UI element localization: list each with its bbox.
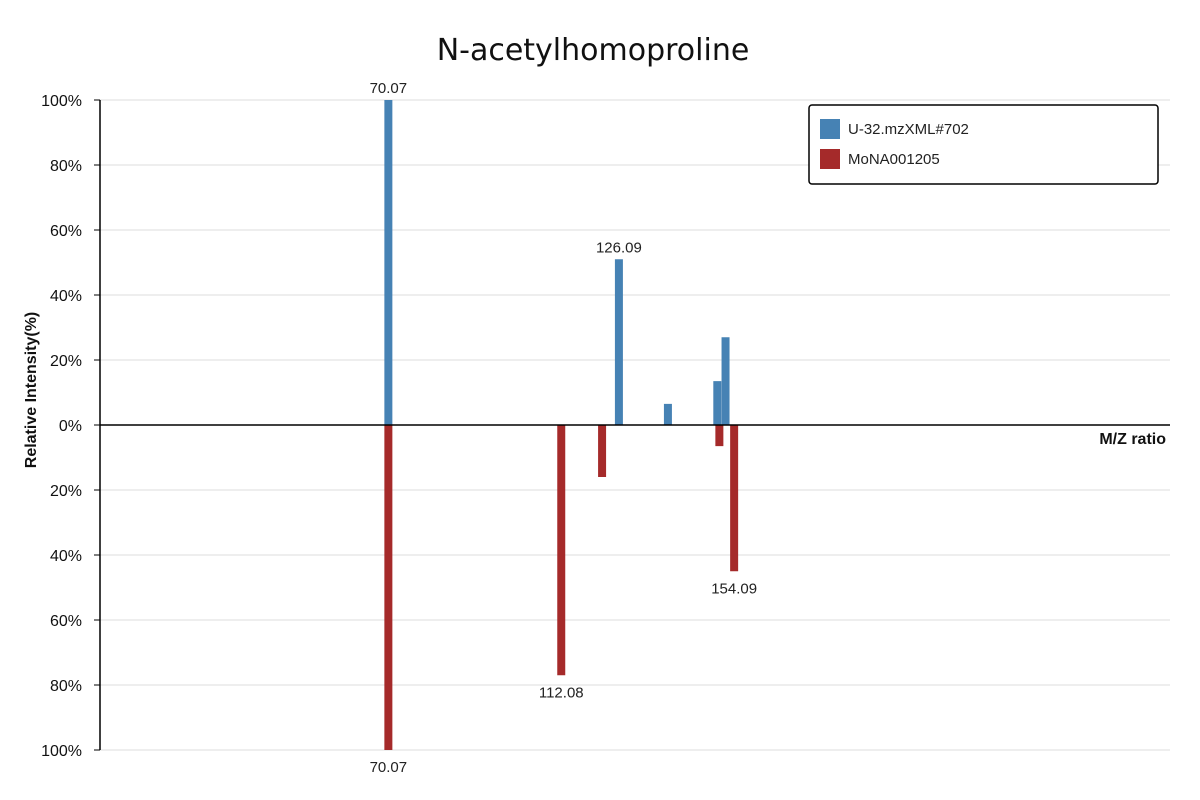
peak-label-bottom: 154.09: [711, 580, 757, 597]
peak-bars: [384, 100, 739, 750]
y-tick-label: 100%: [41, 93, 82, 110]
y-tick-label: 40%: [50, 288, 82, 305]
y-tick-label: 20%: [50, 353, 82, 370]
y-tick-label: 80%: [50, 678, 82, 695]
legend-label-mona: MoNA001205: [848, 151, 940, 168]
legend-box: [808, 104, 1159, 185]
y-axis-title: Relative Intensity(%): [23, 312, 40, 468]
y-tick-label: 20%: [50, 483, 82, 500]
legend-swatch-mona: [820, 149, 840, 169]
y-tick-label: 60%: [50, 613, 82, 630]
grid-lines: [100, 99, 1170, 751]
peak-bar-top: [713, 381, 722, 425]
legend: U-32.mzXML#702 MoNA001205: [808, 104, 1159, 185]
peak-bar-bottom: [557, 425, 566, 676]
legend-swatch-u32: [820, 119, 840, 139]
y-tick-label: 100%: [41, 743, 82, 760]
peak-label-top: 126.09: [596, 239, 642, 256]
peak-bar-bottom: [598, 425, 607, 477]
peak-bar-bottom: [384, 425, 393, 750]
peak-bar-top: [384, 100, 393, 425]
y-tick-label: 80%: [50, 158, 82, 175]
peak-bar-top: [663, 403, 672, 425]
peak-label-bottom: 112.08: [539, 684, 584, 701]
y-axis-ticks: 100% 80% 60% 40% 20% 0% 20% 40% 60% 80% 100%: [41, 93, 100, 760]
peak-bar-bottom: [715, 425, 724, 447]
peak-bar-top: [614, 259, 623, 425]
y-tick-label: 40%: [50, 548, 82, 565]
y-tick-label: 60%: [50, 223, 82, 240]
y-tick-label: 0%: [59, 418, 82, 435]
chart-title: N-acetylhomoproline: [437, 33, 750, 68]
peak-labels: 70.07 126.09 70.07 112.08 154.09: [370, 80, 757, 776]
peak-label-bottom: 70.07: [370, 759, 408, 776]
peak-bar-bottom: [730, 425, 739, 572]
x-axis-title: M/Z ratio: [1099, 431, 1166, 448]
peak-label-top: 70.07: [370, 80, 408, 97]
peak-bar-top: [721, 337, 730, 425]
legend-label-u32: U-32.mzXML#702: [848, 121, 969, 138]
